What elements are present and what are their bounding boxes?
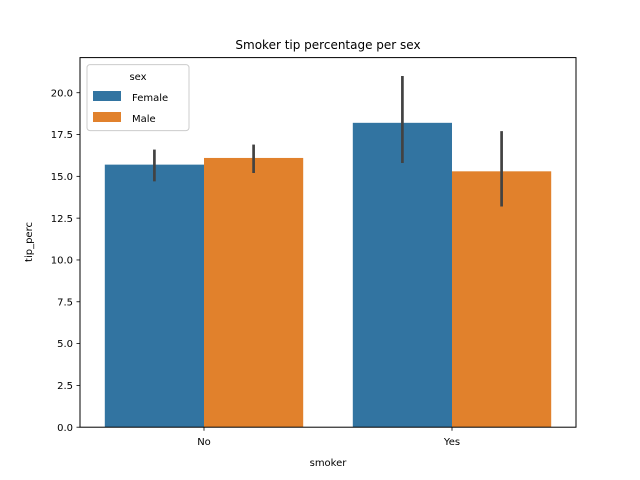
x-axis: No Yes xyxy=(197,427,460,448)
legend-swatch-male xyxy=(93,112,121,122)
legend-label-male: Male xyxy=(132,114,156,125)
y-tick-label: 0.0 xyxy=(57,423,73,434)
x-axis-label: smoker xyxy=(310,458,348,469)
legend-title: sex xyxy=(129,72,146,83)
bar-male-no xyxy=(204,157,304,428)
plot-frame xyxy=(79,57,577,428)
y-tick-label: 7.5 xyxy=(57,297,73,308)
chart-title: Smoker tip percentage per sex xyxy=(235,38,420,52)
bars-group xyxy=(104,122,552,428)
legend-label-female: Female xyxy=(132,93,168,104)
y-tick-label: 5.0 xyxy=(57,339,73,350)
y-axis: 0.0 2.5 5.0 7.5 10.0 12.5 15.0 17.5 20.0 xyxy=(51,88,80,434)
bar-female-yes xyxy=(352,122,452,428)
y-tick-label: 10.0 xyxy=(51,256,73,267)
y-tick-label: 2.5 xyxy=(57,381,73,392)
x-tick-label-no: No xyxy=(197,437,211,448)
y-tick-label: 20.0 xyxy=(51,88,73,99)
y-tick-label: 17.5 xyxy=(51,130,73,141)
bar-male-yes xyxy=(452,171,552,428)
legend-swatch-female xyxy=(93,91,121,101)
y-axis-label: tip_perc xyxy=(24,222,35,262)
error-bars-group xyxy=(153,75,503,207)
y-tick-label: 15.0 xyxy=(51,172,73,183)
bar-female-no xyxy=(104,164,204,428)
x-tick-label-yes: Yes xyxy=(443,437,460,448)
y-tick-label: 12.5 xyxy=(51,214,73,225)
legend: sex Female Male xyxy=(86,64,190,132)
